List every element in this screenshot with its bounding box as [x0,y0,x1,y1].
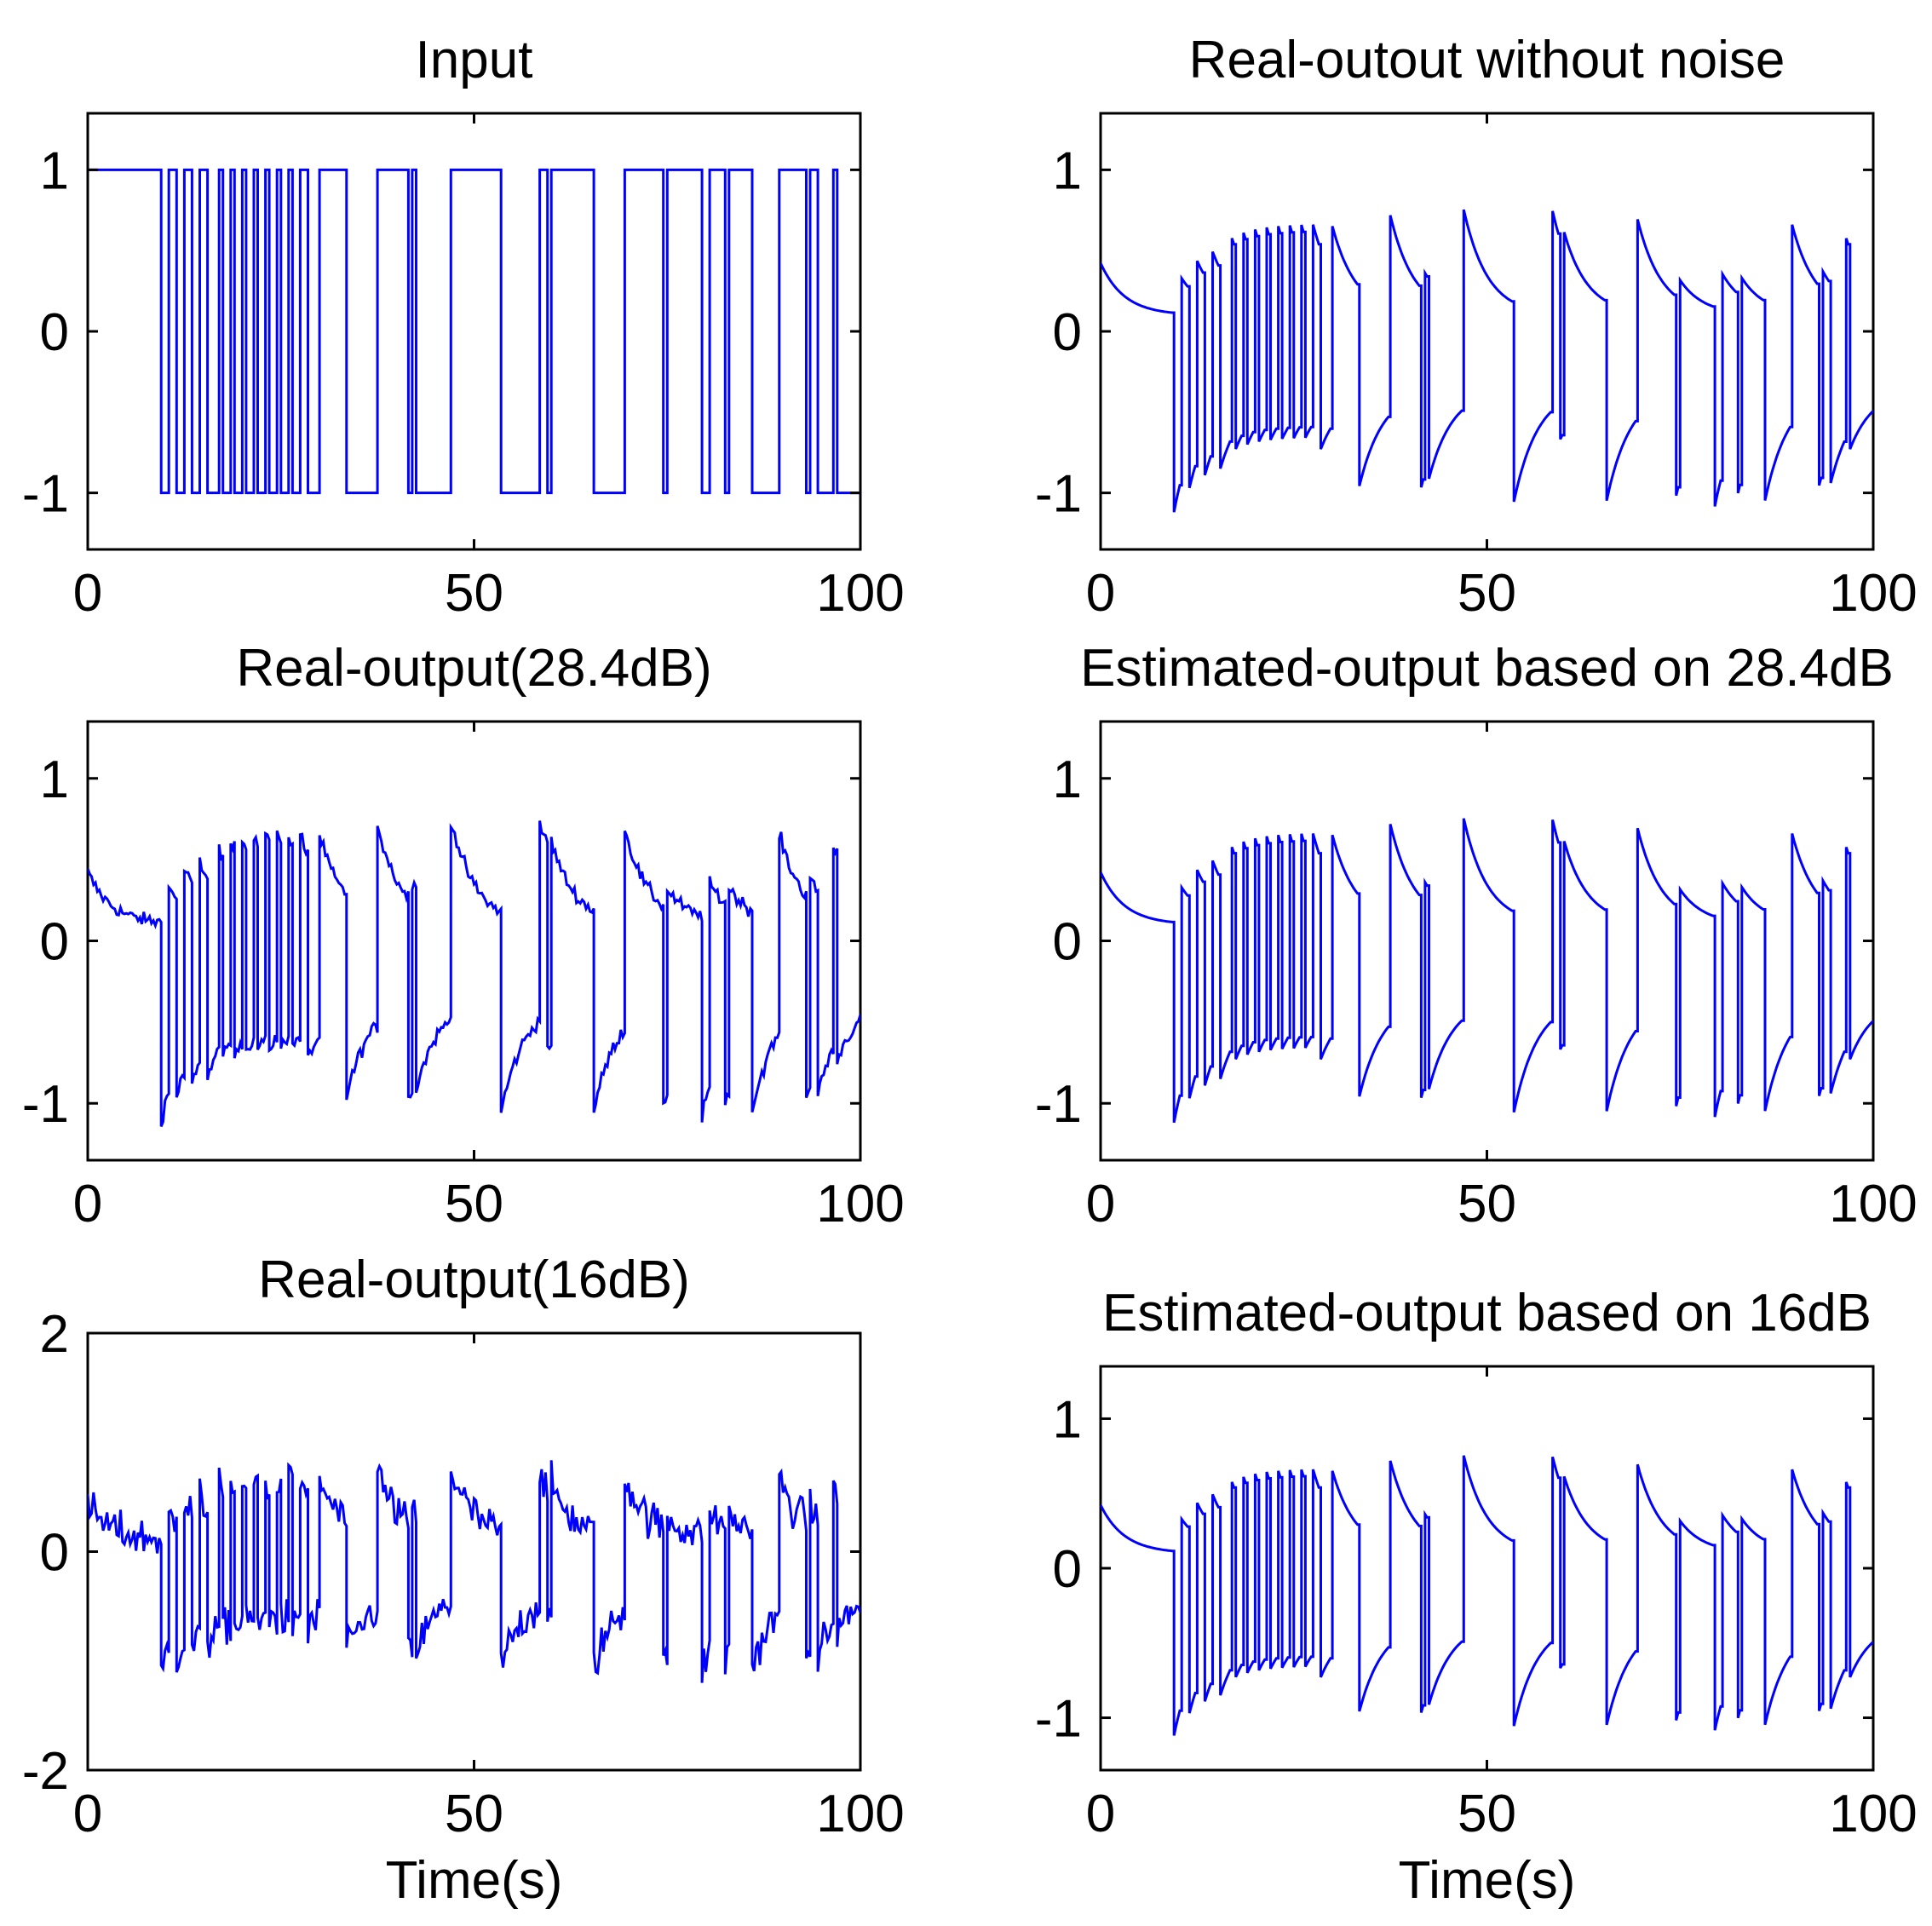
axes-box [1099,112,1875,551]
y-tick-label: 1 [1053,750,1082,809]
axes-box [86,720,862,1162]
y-tick-label: 0 [40,303,69,362]
y-tick-label: -1 [22,1075,69,1134]
y-tick-label: 2 [40,1305,69,1364]
x-tick-label: 100 [1829,1785,1917,1843]
x-tick-label: 50 [1458,1175,1516,1233]
y-tick-label: 1 [1053,141,1082,200]
x-axis-label: Time(s) [386,1851,563,1910]
series-input [88,168,860,495]
series-output_noisy [88,1460,860,1683]
y-tick-label: 1 [40,750,69,809]
subplot-title: Estimated-output based on 28.4dB [1080,639,1894,698]
y-tick-label: 1 [1053,1390,1082,1449]
series-output [1101,209,1873,513]
y-tick-label: -2 [22,1742,69,1801]
x-tick-label: 0 [1086,1785,1115,1843]
x-tick-label: 100 [816,1785,904,1843]
y-tick-label: -1 [1035,1690,1082,1749]
x-tick-label: 50 [445,1785,503,1843]
y-tick-label: 0 [40,1524,69,1583]
y-tick-label: 1 [40,141,69,200]
axes-box [86,1331,862,1772]
x-tick-label: 50 [445,1175,503,1233]
series-output_noisy [88,820,860,1127]
y-tick-label: 0 [1053,303,1082,362]
x-tick-label: 100 [1829,564,1917,623]
subplot-title: Input [416,31,533,89]
x-tick-label: 0 [73,1785,102,1843]
x-tick-label: 100 [1829,1175,1917,1233]
axes-box [86,112,862,551]
x-tick-label: 50 [1458,564,1516,623]
y-tick-label: 0 [1053,913,1082,972]
series-estimated [1101,1455,1873,1736]
axes-box [1099,720,1875,1162]
x-axis-label: Time(s) [1399,1851,1576,1910]
y-tick-label: -1 [22,465,69,524]
y-tick-label: -1 [1035,1075,1082,1134]
y-tick-label: 0 [1053,1540,1082,1599]
axes-box [1099,1365,1875,1772]
y-tick-label: -1 [1035,465,1082,524]
x-tick-label: 100 [816,564,904,623]
x-tick-label: 0 [1086,564,1115,623]
x-tick-label: 50 [445,564,503,623]
x-tick-label: 0 [1086,1175,1115,1233]
x-tick-label: 0 [73,564,102,623]
series-estimated [1101,818,1873,1124]
x-tick-label: 0 [73,1175,102,1233]
x-tick-label: 100 [816,1175,904,1233]
x-tick-label: 50 [1458,1785,1516,1843]
y-tick-label: 0 [40,913,69,972]
subplot-title: Real-output(28.4dB) [236,639,711,698]
subplot-title: Estimated-output based on 16dB [1102,1284,1872,1342]
subplot-title: Real-outout without noise [1189,31,1785,89]
subplot-title: Real-output(16dB) [258,1250,690,1309]
